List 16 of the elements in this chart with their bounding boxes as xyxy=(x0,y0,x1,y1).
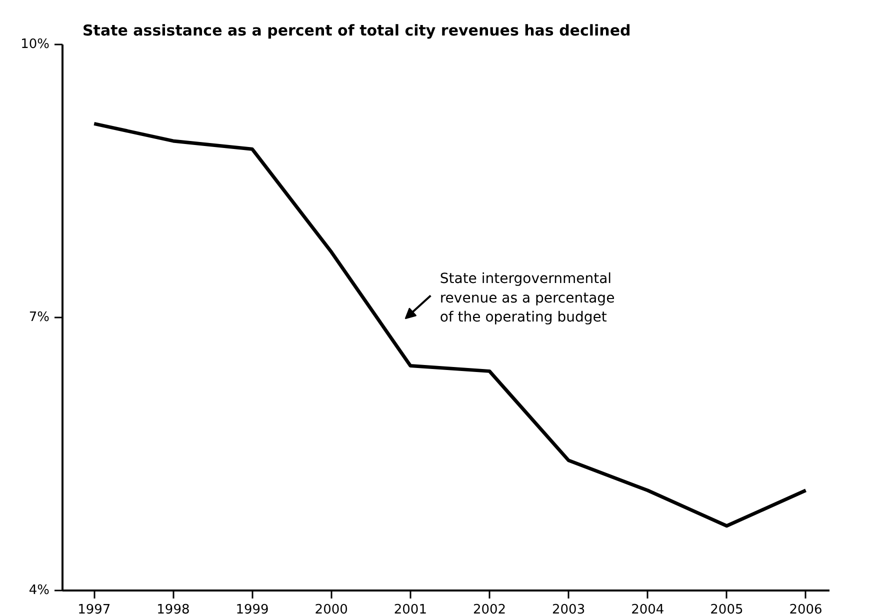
x-tick-label: 1998 xyxy=(156,602,190,616)
y-tick-label: 10% xyxy=(20,37,50,52)
x-tick-label: 2001 xyxy=(394,602,427,616)
y-tick-label: 7% xyxy=(28,310,50,325)
x-tick-label: 1997 xyxy=(78,602,111,616)
x-tick-label: 2006 xyxy=(789,602,822,616)
y-tick-label: 4% xyxy=(28,583,50,598)
x-tick-label: 2002 xyxy=(472,602,506,616)
x-tick-label: 2003 xyxy=(552,602,586,616)
line-series xyxy=(92,122,808,528)
annotation: State intergovernmental revenue as a percentage of the operating budget xyxy=(440,271,615,326)
x-tick-label: 2000 xyxy=(314,602,348,616)
x-tick-label: 2005 xyxy=(710,602,744,616)
chart-title: State assistance as a percent of total city revenues has declined xyxy=(82,22,631,40)
x-tick-label: 2004 xyxy=(631,602,664,616)
x-tick-label: 1999 xyxy=(236,602,269,616)
